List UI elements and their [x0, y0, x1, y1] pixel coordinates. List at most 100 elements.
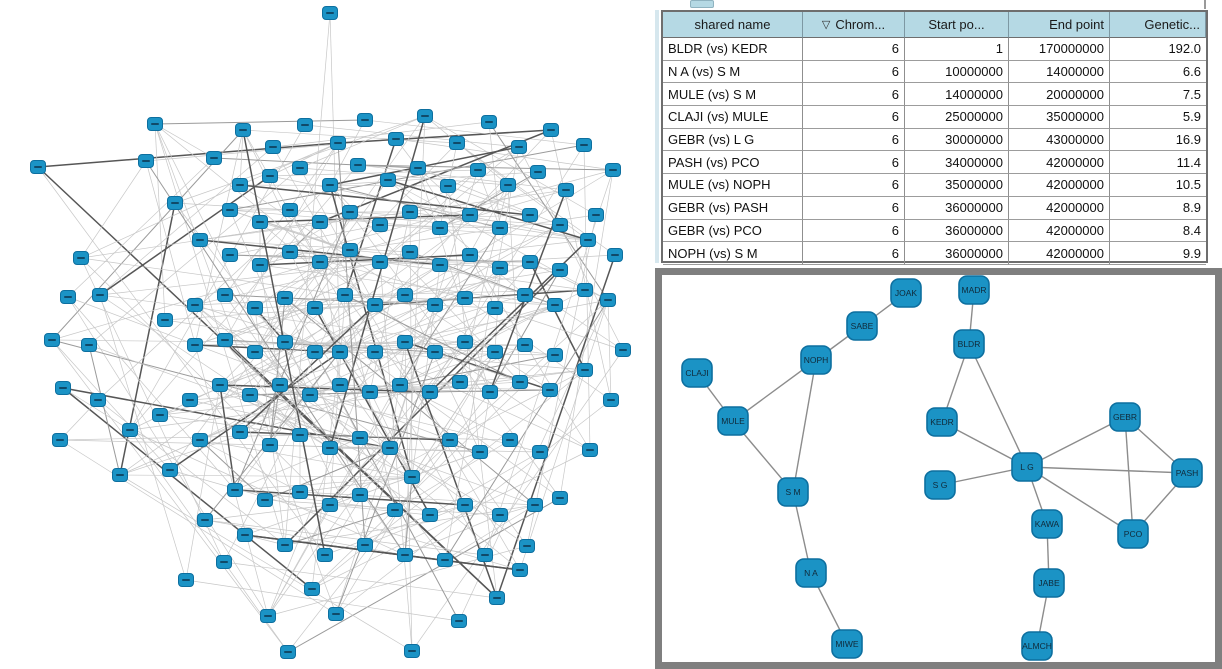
network-node[interactable]	[512, 375, 528, 389]
cell-value[interactable]: 6	[803, 128, 905, 152]
network-node[interactable]	[262, 438, 278, 452]
network-node[interactable]	[442, 433, 458, 447]
cell-value[interactable]: 42000000	[1009, 174, 1110, 197]
network-node[interactable]	[216, 555, 232, 569]
network-node-kedr[interactable]: KEDR	[926, 407, 958, 437]
cell-value[interactable]: 34000000	[905, 151, 1009, 175]
table-row[interactable]: MULE (vs) NOPH 6 35000000 42000000 10.5	[663, 174, 1206, 197]
network-node[interactable]	[152, 408, 168, 422]
network-node[interactable]	[317, 548, 333, 562]
cell-value[interactable]: 30000000	[905, 128, 1009, 152]
cell-value[interactable]: 10.5	[1110, 174, 1206, 197]
network-node[interactable]	[342, 243, 358, 257]
table-row[interactable]: N A (vs) S M 6 10000000 14000000 6.6	[663, 60, 1206, 84]
table-scrollbar-thumb[interactable]	[690, 0, 714, 8]
network-node[interactable]	[237, 528, 253, 542]
network-node[interactable]	[257, 493, 273, 507]
network-node[interactable]	[397, 335, 413, 349]
network-node[interactable]	[92, 288, 108, 302]
cell-shared-name[interactable]: PASH (vs) PCO	[663, 151, 803, 175]
network-node[interactable]	[282, 245, 298, 259]
network-node[interactable]	[487, 301, 503, 315]
network-node[interactable]	[322, 6, 338, 20]
network-node-claji[interactable]: CLAJI	[681, 358, 713, 388]
node-shape[interactable]	[717, 406, 749, 436]
network-node[interactable]	[73, 251, 89, 265]
network-node[interactable]	[157, 313, 173, 327]
network-node[interactable]	[227, 483, 243, 497]
cell-shared-name[interactable]: GEBR (vs) L G	[663, 128, 803, 152]
network-node[interactable]	[532, 445, 548, 459]
network-node[interactable]	[312, 215, 328, 229]
network-node-sm[interactable]: S M	[777, 477, 809, 507]
network-node[interactable]	[212, 378, 228, 392]
table-row[interactable]: BLDR (vs) KEDR 6 1 170000000 192.0	[663, 38, 1206, 61]
network-node[interactable]	[404, 644, 420, 658]
network-node[interactable]	[247, 301, 263, 315]
node-shape[interactable]	[681, 358, 713, 388]
cell-shared-name[interactable]: BLDR (vs) KEDR	[663, 38, 803, 61]
network-node[interactable]	[337, 288, 353, 302]
cell-value[interactable]: 8.4	[1110, 220, 1206, 243]
network-node[interactable]	[470, 163, 486, 177]
network-node[interactable]	[512, 563, 528, 577]
node-shape[interactable]	[1033, 568, 1065, 598]
cell-shared-name[interactable]: CLAJI (vs) MULE	[663, 106, 803, 129]
network-node-gebr[interactable]: GEBR	[1109, 402, 1141, 432]
network-node[interactable]	[387, 503, 403, 517]
cell-value[interactable]: 25000000	[905, 106, 1009, 129]
network-node-pco[interactable]: PCO	[1117, 519, 1149, 549]
node-shape[interactable]	[953, 329, 985, 359]
network-node[interactable]	[397, 548, 413, 562]
network-node[interactable]	[481, 115, 497, 129]
network-node[interactable]	[252, 258, 268, 272]
node-shape[interactable]	[1031, 509, 1063, 539]
network-node[interactable]	[260, 609, 276, 623]
network-node[interactable]	[122, 423, 138, 437]
network-node-joak[interactable]: JOAK	[890, 278, 922, 308]
network-node[interactable]	[511, 140, 527, 154]
network-node[interactable]	[382, 441, 398, 455]
cell-value[interactable]: 6.6	[1110, 61, 1206, 84]
cell-value[interactable]: 35000000	[1009, 106, 1110, 129]
network-node[interactable]	[404, 470, 420, 484]
network-node-pash[interactable]: PASH	[1171, 458, 1203, 488]
network-node[interactable]	[462, 208, 478, 222]
network-node[interactable]	[206, 151, 222, 165]
cell-value[interactable]: 42000000	[1009, 196, 1110, 220]
table-row[interactable]: NOPH (vs) S M 6 36000000 42000000 9.9	[663, 242, 1206, 265]
network-node[interactable]	[527, 498, 543, 512]
network-node[interactable]	[352, 431, 368, 445]
cell-value[interactable]: 42000000	[1009, 219, 1110, 243]
table-row[interactable]: PASH (vs) PCO 6 34000000 42000000 11.4	[663, 151, 1206, 175]
network-node[interactable]	[440, 179, 456, 193]
cell-value[interactable]: 9.9	[1110, 242, 1206, 265]
cell-value[interactable]: 1	[905, 38, 1009, 61]
network-node[interactable]	[304, 582, 320, 596]
network-node[interactable]	[265, 140, 281, 154]
node-shape[interactable]	[795, 558, 827, 588]
node-shape[interactable]	[800, 345, 832, 375]
network-node[interactable]	[217, 288, 233, 302]
network-node[interactable]	[402, 205, 418, 219]
network-edge[interactable]	[1026, 466, 1188, 474]
network-node-na[interactable]: N A	[795, 558, 827, 588]
network-node[interactable]	[247, 345, 263, 359]
network-node[interactable]	[292, 428, 308, 442]
table-row[interactable]: CLAJI (vs) MULE 6 25000000 35000000 5.9	[663, 106, 1206, 129]
network-node[interactable]	[292, 485, 308, 499]
column-header-shared-name[interactable]: shared name	[663, 12, 803, 38]
cell-value[interactable]: 36000000	[905, 219, 1009, 243]
network-node[interactable]	[605, 163, 621, 177]
network-node-mule[interactable]: MULE	[717, 406, 749, 436]
node-shape[interactable]	[777, 477, 809, 507]
network-node[interactable]	[197, 513, 213, 527]
network-node-miwe[interactable]: MIWE	[831, 629, 863, 659]
cell-shared-name[interactable]: N A (vs) S M	[663, 60, 803, 84]
network-node[interactable]	[277, 291, 293, 305]
network-node[interactable]	[517, 288, 533, 302]
network-node[interactable]	[282, 203, 298, 217]
network-node[interactable]	[235, 123, 251, 137]
network-node[interactable]	[332, 378, 348, 392]
